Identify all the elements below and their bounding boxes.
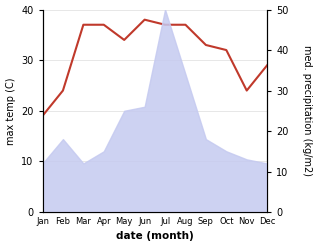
X-axis label: date (month): date (month) <box>116 231 194 242</box>
Y-axis label: max temp (C): max temp (C) <box>5 77 16 144</box>
Y-axis label: med. precipitation (kg/m2): med. precipitation (kg/m2) <box>302 45 313 176</box>
